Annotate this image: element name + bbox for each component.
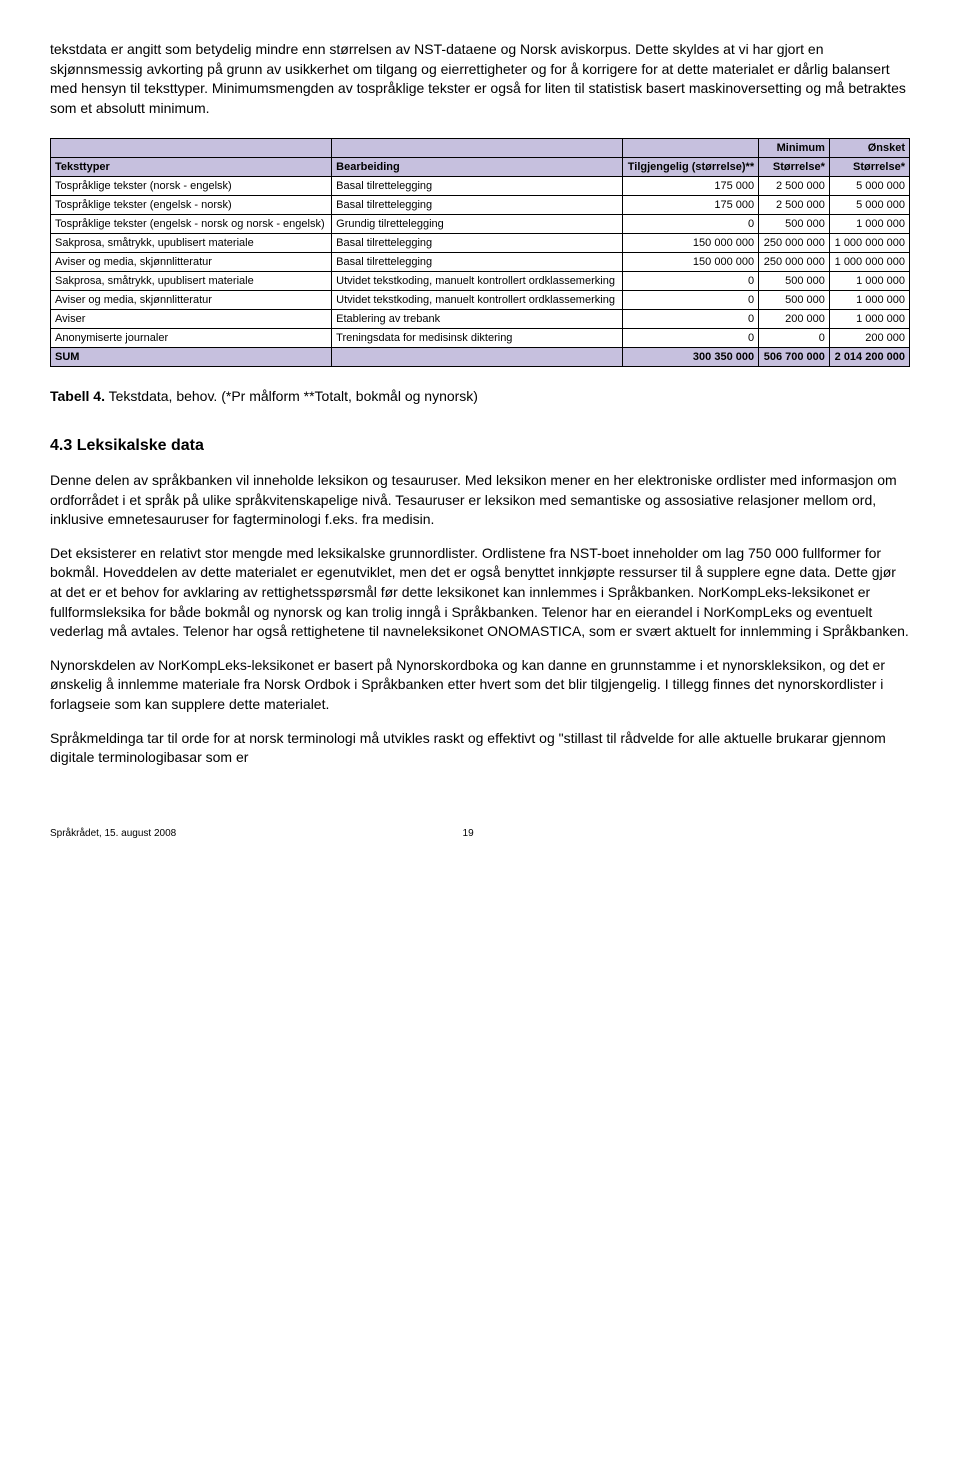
table-header-cols: Teksttyper Bearbeiding Tilgjengelig (stø… xyxy=(51,158,910,177)
table-cell: 0 xyxy=(759,329,830,348)
table-cell: 250 000 000 xyxy=(759,234,830,253)
table-cell: Etablering av trebank xyxy=(332,310,622,329)
caption-bold: Tabell 4. xyxy=(50,388,105,404)
table-caption: Tabell 4. Tekstdata, behov. (*Pr målform… xyxy=(50,387,910,407)
table-cell: Utvidet tekstkoding, manuelt kontrollert… xyxy=(332,272,622,291)
table-cell: Anonymiserte journaler xyxy=(51,329,332,348)
body-p3: Nynorskdelen av NorKompLeks-leksikonet e… xyxy=(50,656,910,715)
table-row: Tospråklige tekster (engelsk - norsk og … xyxy=(51,215,910,234)
table-row: Aviser og media, skjønnlitteraturBasal t… xyxy=(51,253,910,272)
table-cell: 500 000 xyxy=(759,215,830,234)
table-cell: 0 xyxy=(622,310,759,329)
section-heading: 4.3 Leksikalske data xyxy=(50,437,910,455)
table-sum-row: SUM 300 350 000 506 700 000 2 014 200 00… xyxy=(51,348,910,367)
empty-cell xyxy=(332,139,622,158)
body-p2: Det eksisterer en relativt stor mengde m… xyxy=(50,544,910,642)
text-data-table: Minimum Ønsket Teksttyper Bearbeiding Ti… xyxy=(50,138,910,367)
table-cell: Aviser og media, skjønnlitteratur xyxy=(51,253,332,272)
col-storrelse2: Størrelse* xyxy=(829,158,909,177)
table-row: Anonymiserte journalerTreningsdata for m… xyxy=(51,329,910,348)
table-cell: Tospråklige tekster (engelsk - norsk) xyxy=(51,196,332,215)
table-header-top: Minimum Ønsket xyxy=(51,139,910,158)
table-cell: 5 000 000 xyxy=(829,196,909,215)
sum-label: SUM xyxy=(51,348,332,367)
empty-cell xyxy=(51,139,332,158)
footer-left: Språkrådet, 15. august 2008 xyxy=(50,828,176,839)
table-row: Aviser og media, skjønnlitteraturUtvidet… xyxy=(51,291,910,310)
page-footer: Språkrådet, 15. august 2008 19 xyxy=(50,828,910,839)
table-cell: 150 000 000 xyxy=(622,234,759,253)
caption-rest: Tekstdata, behov. (*Pr målform **Totalt,… xyxy=(105,388,478,404)
table-cell: Utvidet tekstkoding, manuelt kontrollert… xyxy=(332,291,622,310)
table-cell: Basal tilrettelegging xyxy=(332,234,622,253)
table-cell: 250 000 000 xyxy=(759,253,830,272)
table-cell: Sakprosa, småtrykk, upublisert materiale xyxy=(51,234,332,253)
table-cell: Treningsdata for medisinsk diktering xyxy=(332,329,622,348)
table-row: AviserEtablering av trebank0200 0001 000… xyxy=(51,310,910,329)
table-cell: 1 000 000 xyxy=(829,310,909,329)
table-cell: 0 xyxy=(622,272,759,291)
sum-c: 300 350 000 xyxy=(622,348,759,367)
table-cell: 1 000 000 xyxy=(829,272,909,291)
col-teksttyper: Teksttyper xyxy=(51,158,332,177)
table-row: Tospråklige tekster (norsk - engelsk)Bas… xyxy=(51,177,910,196)
table-cell: 200 000 xyxy=(759,310,830,329)
table-cell: Basal tilrettelegging xyxy=(332,177,622,196)
table-cell: 2 500 000 xyxy=(759,196,830,215)
table-cell: Aviser xyxy=(51,310,332,329)
table-cell: 5 000 000 xyxy=(829,177,909,196)
table-cell: 1 000 000 000 xyxy=(829,234,909,253)
data-table-wrapper: Minimum Ønsket Teksttyper Bearbeiding Ti… xyxy=(50,138,910,367)
table-cell: 1 000 000 xyxy=(829,215,909,234)
table-cell: 150 000 000 xyxy=(622,253,759,272)
table-cell: 1 000 000 000 xyxy=(829,253,909,272)
col-tilgjengelig: Tilgjengelig (størrelse)** xyxy=(622,158,759,177)
table-cell: 175 000 xyxy=(622,177,759,196)
table-cell: 0 xyxy=(622,215,759,234)
table-cell: 0 xyxy=(622,329,759,348)
footer-spacer xyxy=(760,828,910,839)
table-cell: 175 000 xyxy=(622,196,759,215)
col-onsket: Ønsket xyxy=(829,139,909,158)
col-storrelse1: Størrelse* xyxy=(759,158,830,177)
body-p4: Språkmeldinga tar til orde for at norsk … xyxy=(50,729,910,768)
table-cell: Tospråklige tekster (norsk - engelsk) xyxy=(51,177,332,196)
table-cell: Tospråklige tekster (engelsk - norsk og … xyxy=(51,215,332,234)
table-cell: Basal tilrettelegging xyxy=(332,253,622,272)
table-cell: 1 000 000 xyxy=(829,291,909,310)
table-cell: 0 xyxy=(622,291,759,310)
table-cell: Grundig tilrettelegging xyxy=(332,215,622,234)
table-cell: Basal tilrettelegging xyxy=(332,196,622,215)
sum-e: 2 014 200 000 xyxy=(829,348,909,367)
sum-d: 506 700 000 xyxy=(759,348,830,367)
sum-empty xyxy=(332,348,622,367)
table-cell: 2 500 000 xyxy=(759,177,830,196)
table-cell: Aviser og media, skjønnlitteratur xyxy=(51,291,332,310)
table-row: Tospråklige tekster (engelsk - norsk)Bas… xyxy=(51,196,910,215)
table-row: Sakprosa, småtrykk, upublisert materiale… xyxy=(51,234,910,253)
table-cell: 500 000 xyxy=(759,272,830,291)
col-bearbeiding: Bearbeiding xyxy=(332,158,622,177)
col-minimum: Minimum xyxy=(759,139,830,158)
table-cell: Sakprosa, småtrykk, upublisert materiale xyxy=(51,272,332,291)
table-cell: 500 000 xyxy=(759,291,830,310)
table-cell: 200 000 xyxy=(829,329,909,348)
intro-paragraph: tekstdata er angitt som betydelig mindre… xyxy=(50,40,910,118)
table-row: Sakprosa, småtrykk, upublisert materiale… xyxy=(51,272,910,291)
footer-page-number: 19 xyxy=(176,828,760,839)
empty-cell xyxy=(622,139,759,158)
body-p1: Denne delen av språkbanken vil inneholde… xyxy=(50,471,910,530)
